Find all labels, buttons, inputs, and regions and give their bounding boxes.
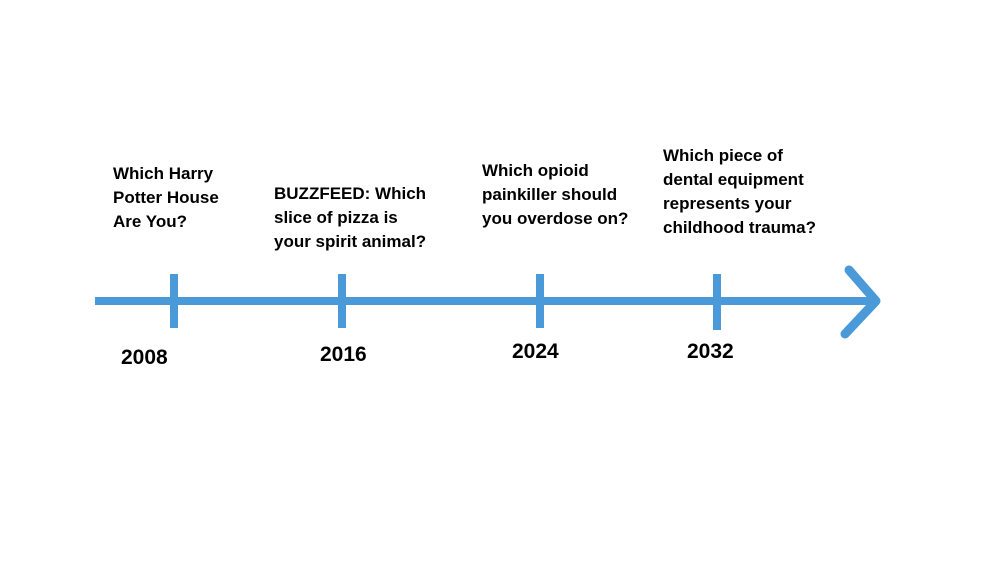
event-label-2008: Which Harry Potter House Are You? [113,164,219,231]
year-label-2032: 2032 [687,340,734,363]
year-label-2008: 2008 [121,346,168,369]
event-label-2024: Which opioid painkiller should you overd… [482,161,629,228]
event-label-2032: Which piece of dental equipment represen… [663,146,816,237]
year-label-2024: 2024 [512,340,559,363]
event-label-2016: BUZZFEED: Which slice of pizza is your s… [274,184,427,251]
year-label-2016: 2016 [320,343,367,366]
timeline-arrowhead-icon [840,265,881,339]
